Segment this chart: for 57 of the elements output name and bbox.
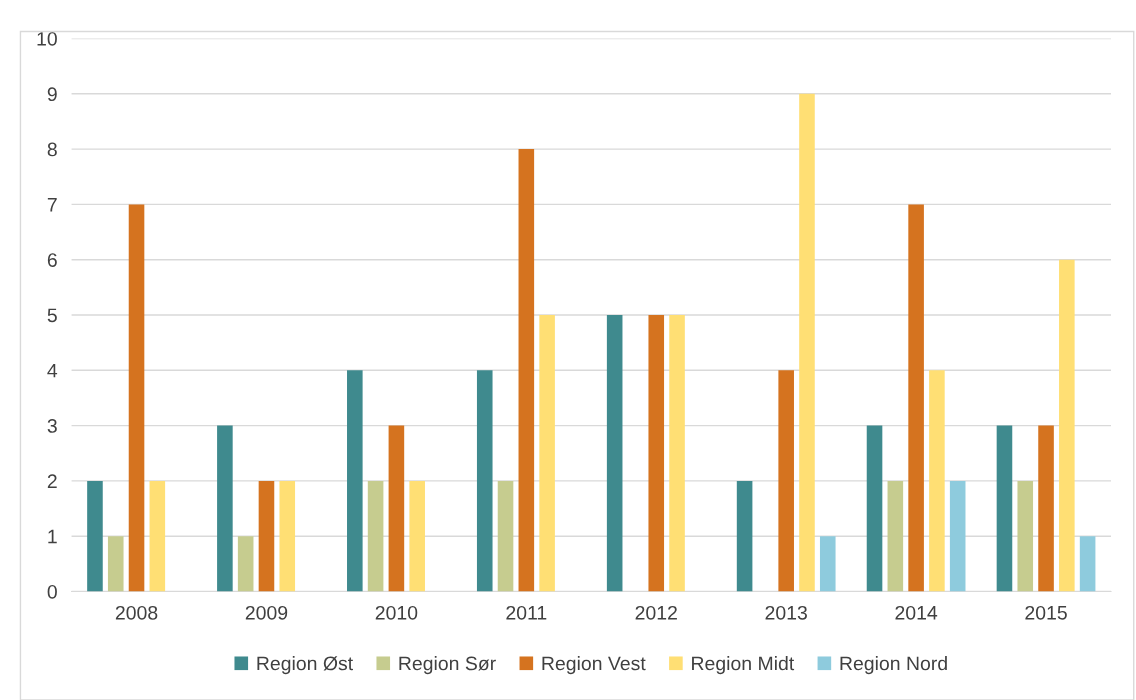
x-tick-label: 2013: [765, 605, 807, 620]
bar: [476, 370, 493, 592]
y-tick-label: 4: [47, 363, 58, 378]
bar: [819, 536, 836, 592]
bar: [929, 370, 945, 592]
bar: [107, 536, 124, 592]
bar: [347, 370, 363, 592]
bar: [949, 480, 966, 592]
y-tick-label: 0: [47, 584, 57, 599]
y-tick-label: 2: [47, 474, 57, 488]
bar: [497, 480, 514, 592]
x-tick-label: 2011: [506, 605, 547, 620]
bar: [217, 425, 233, 592]
y-tick-label: 6: [47, 253, 57, 267]
bar: [518, 149, 535, 592]
bar: [606, 315, 623, 592]
y-tick-label: 5: [47, 308, 57, 323]
bar: [778, 370, 794, 592]
bar: [866, 425, 883, 592]
bar: [1079, 536, 1096, 592]
bar: [367, 480, 384, 592]
y-tick-label: 9: [47, 87, 57, 102]
bar: [409, 480, 425, 592]
x-tick-label: 2012: [635, 605, 677, 620]
y-tick-label: 1: [48, 529, 57, 544]
y-tick-label: 7: [47, 198, 57, 212]
bar: [388, 425, 405, 592]
bar: [279, 480, 296, 592]
x-tick-label: 2015: [1025, 605, 1067, 620]
y-tick-label: 8: [47, 142, 57, 157]
bar: [1038, 425, 1054, 592]
legend-label: Region Sør: [399, 656, 496, 675]
bar: [887, 480, 904, 592]
x-tick-label: 2009: [245, 605, 288, 620]
bar: [1017, 480, 1034, 592]
bar: [1059, 259, 1075, 592]
bar: [539, 315, 555, 592]
bar: [736, 480, 753, 592]
legend-label: Region Vest: [542, 656, 646, 675]
bar: [799, 93, 815, 592]
bar: [908, 204, 924, 592]
bar: [87, 480, 103, 592]
legend-label: Region Nord: [840, 656, 947, 675]
legend-label: Region Øst: [257, 656, 353, 675]
x-tick-label: 2014: [895, 605, 938, 620]
bar: [669, 315, 685, 592]
y-tick-label: 3: [47, 419, 57, 433]
bar: [128, 204, 145, 592]
bar: [996, 425, 1013, 592]
bar: [648, 315, 665, 592]
y-tick-label: 10: [37, 31, 57, 46]
x-tick-label: 2010: [375, 605, 418, 620]
bar: [258, 480, 275, 592]
legend-label: Region Midt: [692, 656, 795, 675]
bar: [237, 536, 254, 592]
bar: [149, 480, 166, 592]
x-tick-label: 2008: [115, 605, 158, 620]
